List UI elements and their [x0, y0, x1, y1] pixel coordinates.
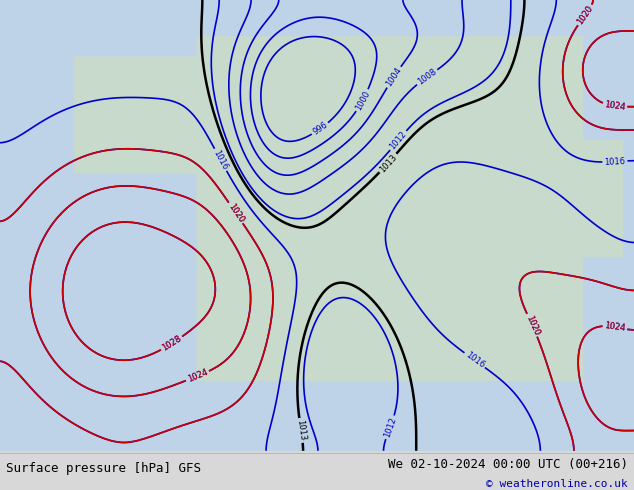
Text: 1016: 1016 [604, 156, 626, 167]
Text: 1012: 1012 [388, 129, 408, 151]
Text: 1020: 1020 [524, 314, 541, 337]
Text: Surface pressure [hPa] GFS: Surface pressure [hPa] GFS [6, 462, 202, 475]
Text: 1028: 1028 [160, 334, 183, 353]
Text: 1020: 1020 [576, 4, 595, 26]
Text: 1012: 1012 [382, 416, 398, 439]
Text: 1016: 1016 [212, 148, 230, 171]
Text: 1024: 1024 [604, 321, 626, 333]
Text: 996: 996 [311, 121, 329, 137]
Text: 1024: 1024 [604, 100, 626, 112]
Text: 1024: 1024 [186, 368, 209, 384]
Text: 1013: 1013 [295, 419, 307, 441]
Text: 1020: 1020 [524, 314, 541, 337]
Text: 1024: 1024 [604, 321, 626, 333]
Text: 1004: 1004 [384, 66, 403, 88]
Text: 1024: 1024 [186, 368, 209, 384]
Text: We 02-10-2024 00:00 UTC (00+216): We 02-10-2024 00:00 UTC (00+216) [387, 458, 628, 471]
Text: 1008: 1008 [416, 67, 438, 87]
Text: 1016: 1016 [463, 350, 486, 370]
Text: 1024: 1024 [604, 100, 626, 112]
Text: 1020: 1020 [226, 202, 245, 224]
Text: 1000: 1000 [354, 89, 372, 112]
Text: 1020: 1020 [576, 4, 595, 26]
Text: © weatheronline.co.uk: © weatheronline.co.uk [486, 479, 628, 489]
Text: 1013: 1013 [378, 152, 399, 174]
Text: 1028: 1028 [160, 334, 183, 353]
Text: 1020: 1020 [226, 202, 245, 224]
